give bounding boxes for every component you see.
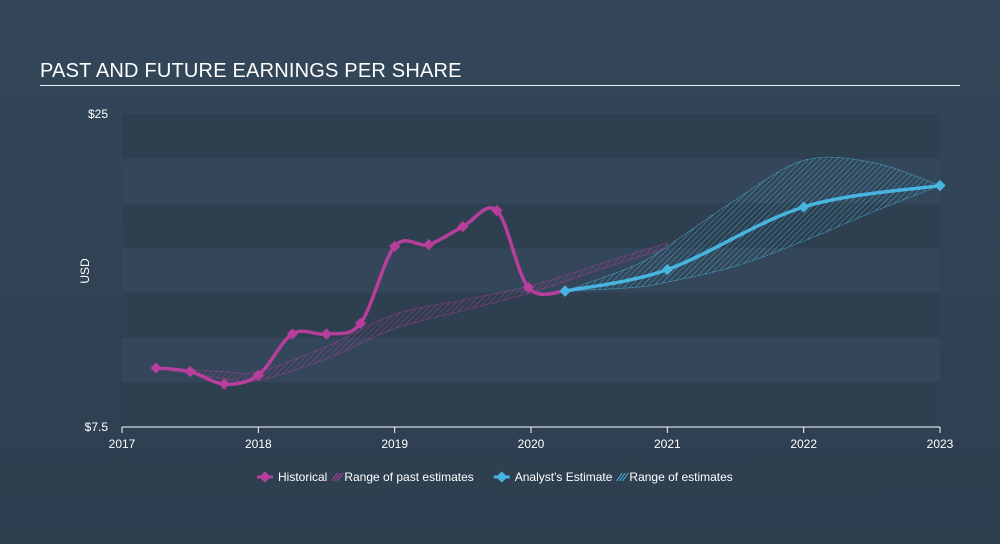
historical-point — [522, 281, 534, 294]
x-tick-label: 2018 — [245, 437, 272, 451]
x-tick-label: 2021 — [654, 437, 681, 451]
legend-hatch-swatch — [619, 472, 626, 482]
historical-point — [457, 221, 469, 233]
x-tick-label: 2022 — [790, 437, 817, 451]
historical-point — [184, 365, 196, 378]
historical-point — [218, 378, 230, 390]
x-tick-label: 2017 — [109, 437, 136, 451]
background-band — [122, 114, 940, 159]
title-divider — [40, 85, 960, 86]
historical-point — [423, 238, 435, 251]
estimate-point — [661, 263, 673, 276]
legend-hatch-swatch — [333, 472, 341, 482]
estimate-point — [559, 285, 571, 297]
historical-point — [354, 317, 367, 329]
background-band — [122, 382, 940, 427]
y-tick-label: $7.5 — [85, 420, 109, 434]
analyst-estimate-line — [563, 183, 942, 293]
series-lines — [150, 179, 946, 390]
historical-point — [150, 362, 162, 374]
historical-point — [389, 240, 401, 253]
legend-marker — [496, 471, 508, 483]
legend-label: Historical — [278, 470, 327, 484]
x-tick-label: 2019 — [381, 437, 408, 451]
legend-label: Analyst's Estimate — [515, 470, 613, 484]
y-tick-label: $25 — [88, 107, 108, 121]
background-band — [122, 292, 940, 338]
range-past-estimates-area — [156, 242, 668, 383]
legend-hatch-swatch — [616, 472, 623, 482]
legend-hatch-swatch — [330, 472, 338, 482]
legend-marker — [259, 471, 271, 483]
estimate-point — [798, 201, 810, 213]
legend-label: Range of past estimates — [344, 470, 473, 484]
x-tick-label: 2023 — [927, 437, 954, 451]
historical-point — [320, 328, 333, 340]
legend: Historical Range of past estimates Analyst… — [257, 470, 733, 484]
legend-hatch-swatch — [622, 472, 629, 482]
y-axis: $25 $7.5 — [85, 107, 109, 434]
legend-label: Range of estimates — [629, 470, 732, 484]
y-axis-label: USD — [78, 258, 92, 284]
historical-point — [286, 328, 299, 340]
x-tick-label: 2020 — [518, 437, 545, 451]
legend-hatch-swatch — [336, 472, 344, 482]
estimate-point — [934, 179, 946, 192]
x-axis: 2017 2018 2019 2020 2021 2022 2023 — [109, 426, 954, 451]
chart-title: PAST AND FUTURE EARNINGS PER SHARE — [40, 60, 462, 82]
historical-point — [491, 204, 503, 217]
